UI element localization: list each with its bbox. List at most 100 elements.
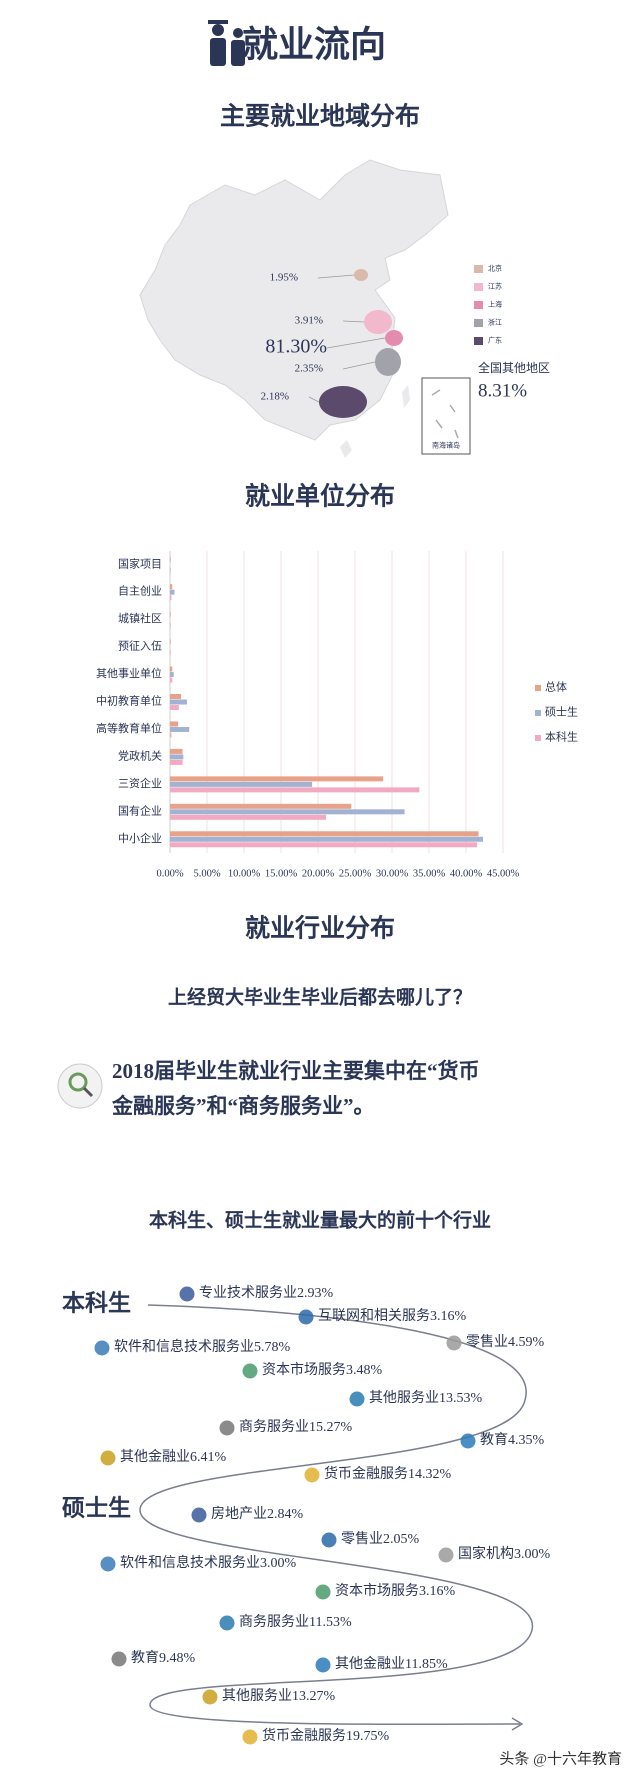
bar <box>170 611 171 617</box>
bar <box>170 776 384 782</box>
industry-heading: 本科生、硕士生就业量最大的前十个行业 <box>149 1208 491 1231</box>
industry-icon <box>446 1335 462 1351</box>
y-tick-label: 国家项目 <box>118 556 162 570</box>
legend-label: 硕士生 <box>545 705 578 719</box>
legend-swatch <box>535 735 541 741</box>
industry-icon <box>202 1689 218 1705</box>
section-title: 主要就业地域分布 <box>220 102 420 131</box>
bar <box>170 705 179 710</box>
legend-swatch <box>474 337 483 345</box>
y-tick-label: 自主创业 <box>118 585 162 598</box>
group-label: 本科生 <box>62 1290 131 1315</box>
bar <box>170 721 179 727</box>
legend-label: 上海 <box>488 300 502 309</box>
industry-item: 其他服务业13.27% <box>222 1688 335 1704</box>
search-icon <box>57 1063 103 1109</box>
region <box>375 348 401 376</box>
others-value: 8.31% <box>478 380 527 401</box>
leader-line <box>317 274 355 279</box>
region <box>364 310 392 334</box>
bar <box>170 748 183 754</box>
bar <box>170 584 173 590</box>
industry-icon <box>438 1547 454 1563</box>
x-tick-label: 0.00% <box>156 868 183 879</box>
y-tick-label: 三资企业 <box>118 776 162 790</box>
legend-swatch <box>474 301 483 309</box>
watermark: 头条 @十六年教育 <box>499 1750 622 1767</box>
industry-icon <box>111 1651 127 1667</box>
x-tick-label: 30.00% <box>376 868 409 879</box>
bar <box>170 836 484 842</box>
region-value: 81.30% <box>265 336 327 358</box>
industry-item: 国家机构3.00% <box>458 1545 550 1562</box>
region-value: 2.18% <box>261 391 289 403</box>
note-line: 2018届毕业生就业行业主要集中在“货币 <box>112 1059 480 1083</box>
industry-item: 教育4.35% <box>480 1432 544 1448</box>
bar <box>170 809 405 815</box>
x-tick-label: 40.00% <box>450 868 483 879</box>
x-tick-label: 15.00% <box>265 868 298 879</box>
y-tick-label: 预征入伍 <box>118 640 162 653</box>
y-tick-label: 城镇社区 <box>118 611 162 625</box>
industry-icon <box>179 1286 195 1302</box>
y-tick-label: 党政机关 <box>118 748 162 762</box>
industry-item: 资本市场服务3.16% <box>335 1582 455 1599</box>
bar <box>170 595 172 601</box>
industry-icon <box>219 1420 235 1436</box>
industry-icon <box>298 1309 314 1325</box>
industry-item: 其他服务业13.53% <box>369 1390 482 1406</box>
others-label: 全国其他地区 <box>478 360 550 375</box>
bar <box>170 589 175 595</box>
industry-icon <box>321 1532 337 1548</box>
group-label: 硕士生 <box>62 1495 131 1520</box>
leader-line <box>342 320 365 323</box>
region-value: 2.35% <box>295 363 323 375</box>
legend-swatch <box>535 685 541 691</box>
bar <box>170 556 171 562</box>
y-tick-label: 国有企业 <box>118 803 162 817</box>
industry-icon <box>349 1391 365 1407</box>
note-line: 金融服务”和“商务服务业”。 <box>111 1094 375 1118</box>
industry-item: 其他金融业11.85% <box>335 1656 448 1672</box>
industry-item: 货币金融服务19.75% <box>262 1727 389 1744</box>
bar <box>170 677 173 683</box>
legend-label: 本科生 <box>545 730 578 744</box>
industry-item: 商务服务业11.53% <box>239 1614 352 1630</box>
industry-item: 零售业2.05% <box>341 1531 419 1547</box>
industry-icon <box>460 1433 476 1449</box>
x-tick-label: 45.00% <box>487 868 520 879</box>
chart-title: 就业单位分布 <box>245 482 395 511</box>
industry-item: 资本市场服务3.48% <box>262 1361 382 1378</box>
region <box>385 330 403 346</box>
leader-line <box>308 396 320 403</box>
inset-islands <box>431 389 459 439</box>
industry-item: 专业技术服务业2.93% <box>199 1285 333 1301</box>
y-tick-label: 中小企业 <box>118 831 162 845</box>
bar <box>170 567 171 573</box>
question: 上经贸大毕业生毕业后都去哪儿了？ <box>168 985 472 1008</box>
region <box>319 386 367 418</box>
legend-swatch <box>474 283 483 291</box>
bar <box>170 814 327 820</box>
legend-label: 浙江 <box>488 318 502 327</box>
graduate-icon <box>208 20 245 66</box>
bar <box>170 650 171 656</box>
bar <box>170 694 182 699</box>
leader-line <box>326 337 386 349</box>
legend-label: 总体 <box>545 680 567 694</box>
industry-item: 商务服务业15.27% <box>239 1419 352 1435</box>
x-tick-label: 35.00% <box>413 868 446 879</box>
industry-item: 软件和信息技术服务业3.00% <box>120 1554 296 1571</box>
bar <box>170 672 174 678</box>
y-tick-label: 其他事业单位 <box>96 666 162 680</box>
industry-item: 其他金融业6.41% <box>120 1449 226 1465</box>
page-title: 就业流向 <box>242 24 386 64</box>
industry-item: 教育9.48% <box>131 1650 195 1666</box>
bar <box>170 732 172 738</box>
inset-box <box>421 377 471 455</box>
industry-icon <box>100 1556 116 1572</box>
y-tick-label: 中初教育单位 <box>96 694 162 708</box>
snake-path <box>139 1304 533 1726</box>
